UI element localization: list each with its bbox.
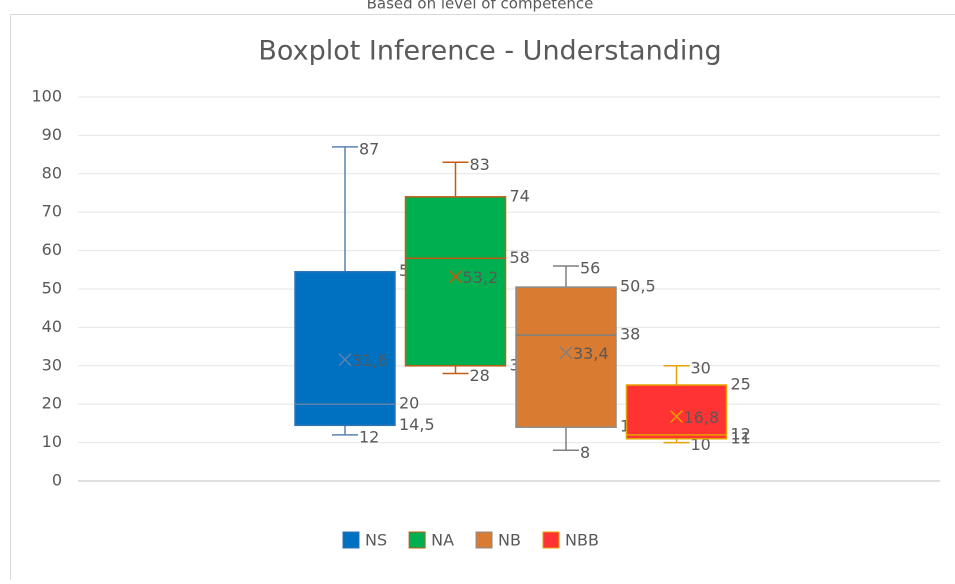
legend-swatch	[543, 532, 559, 548]
data-label: 83	[470, 155, 490, 174]
legend-label: NS	[365, 531, 387, 550]
data-label: 14,5	[399, 415, 435, 434]
legend-label: NBB	[565, 531, 599, 550]
y-tick-label: 80	[42, 163, 62, 182]
legend-label: NB	[498, 531, 521, 550]
data-label: 16,8	[684, 408, 720, 427]
y-tick-label: 100	[31, 87, 62, 106]
legend-swatch	[476, 532, 492, 548]
data-label: 74	[510, 186, 530, 205]
legend-swatch	[409, 532, 425, 548]
y-tick-label: 30	[42, 355, 62, 374]
y-tick-label: 0	[52, 471, 62, 490]
data-label: 20	[399, 394, 419, 413]
data-label: 28	[470, 366, 490, 385]
data-label: 12	[359, 427, 379, 446]
data-label: 53,2	[463, 268, 499, 287]
chart-header: Based on level of competence	[367, 0, 594, 13]
legend-swatch	[343, 532, 359, 548]
y-tick-label: 20	[42, 394, 62, 413]
y-tick-label: 50	[42, 279, 62, 298]
y-tick-label: 70	[42, 202, 62, 221]
y-tick-label: 60	[42, 240, 62, 259]
legend-label: NA	[431, 531, 454, 550]
data-label: 30	[691, 358, 711, 377]
box	[295, 272, 395, 426]
y-tick-label: 40	[42, 317, 62, 336]
data-label: 58	[510, 248, 530, 267]
data-label: 31,6	[352, 351, 388, 370]
data-label: 8	[580, 443, 590, 462]
data-label: 25	[731, 375, 751, 394]
data-label: 33,4	[573, 344, 609, 363]
y-tick-label: 10	[42, 432, 62, 451]
y-tick-label: 90	[42, 125, 62, 144]
data-label: 11	[731, 428, 751, 447]
chart-title: Boxplot Inference - Understanding	[258, 36, 721, 67]
data-label: 50,5	[620, 277, 656, 296]
data-label: 38	[620, 325, 640, 344]
data-label: 87	[359, 139, 379, 158]
data-label: 56	[580, 258, 600, 277]
